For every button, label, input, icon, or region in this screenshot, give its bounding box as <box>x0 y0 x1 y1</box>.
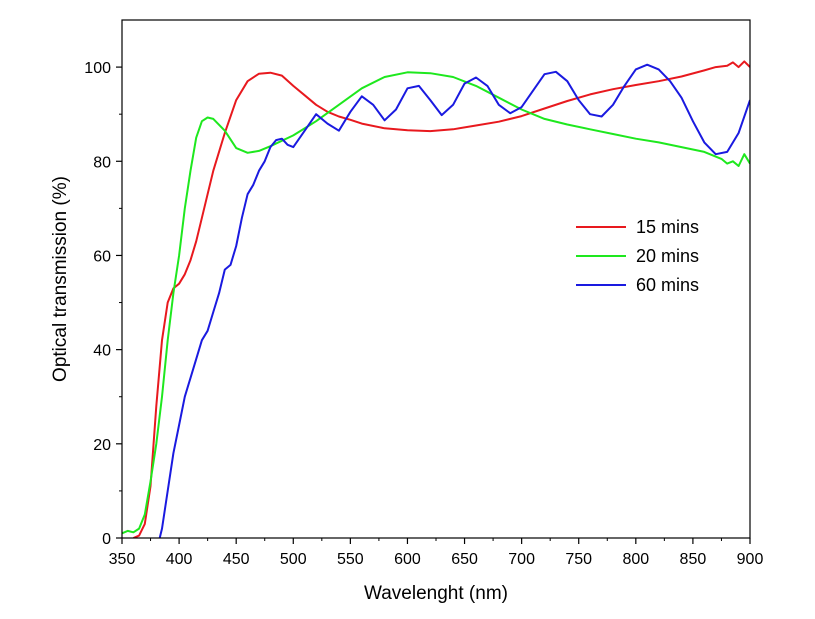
y-tick-label: 40 <box>93 343 111 360</box>
x-tick-label: 400 <box>166 551 193 568</box>
y-axis-label: Optical transmission (%) <box>50 176 71 382</box>
x-tick-label: 700 <box>508 551 535 568</box>
legend-label: 20 mins <box>636 246 699 266</box>
x-tick-label: 600 <box>394 551 421 568</box>
y-tick-label: 80 <box>93 154 111 171</box>
x-tick-label: 900 <box>737 551 764 568</box>
x-axis-label: Wavelenght (nm) <box>364 583 508 604</box>
x-tick-label: 450 <box>223 551 250 568</box>
x-tick-label: 350 <box>109 551 136 568</box>
series-line-60-mins <box>158 63 750 538</box>
x-tick-label: 550 <box>337 551 364 568</box>
series-line-20-mins <box>122 71 750 535</box>
x-axis-ticks: 350 400 450 500 550 600 650 700 750 800 850 900 <box>109 538 764 568</box>
x-tick-label: 650 <box>451 551 478 568</box>
y-tick-label: 0 <box>102 531 111 548</box>
legend-label: 60 mins <box>636 275 699 295</box>
x-tick-label: 500 <box>280 551 307 568</box>
y-tick-label: 60 <box>93 248 111 265</box>
y-tick-label: 100 <box>84 60 111 77</box>
x-tick-label: 750 <box>565 551 592 568</box>
y-axis-ticks: 0 20 40 60 80 100 <box>84 60 122 548</box>
x-tick-label: 800 <box>622 551 649 568</box>
legend: 15 mins 20 mins 60 mins <box>576 217 699 295</box>
legend-label: 15 mins <box>636 217 699 237</box>
y-tick-label: 20 <box>93 437 111 454</box>
x-tick-label: 850 <box>680 551 707 568</box>
plot-lines <box>122 60 750 538</box>
